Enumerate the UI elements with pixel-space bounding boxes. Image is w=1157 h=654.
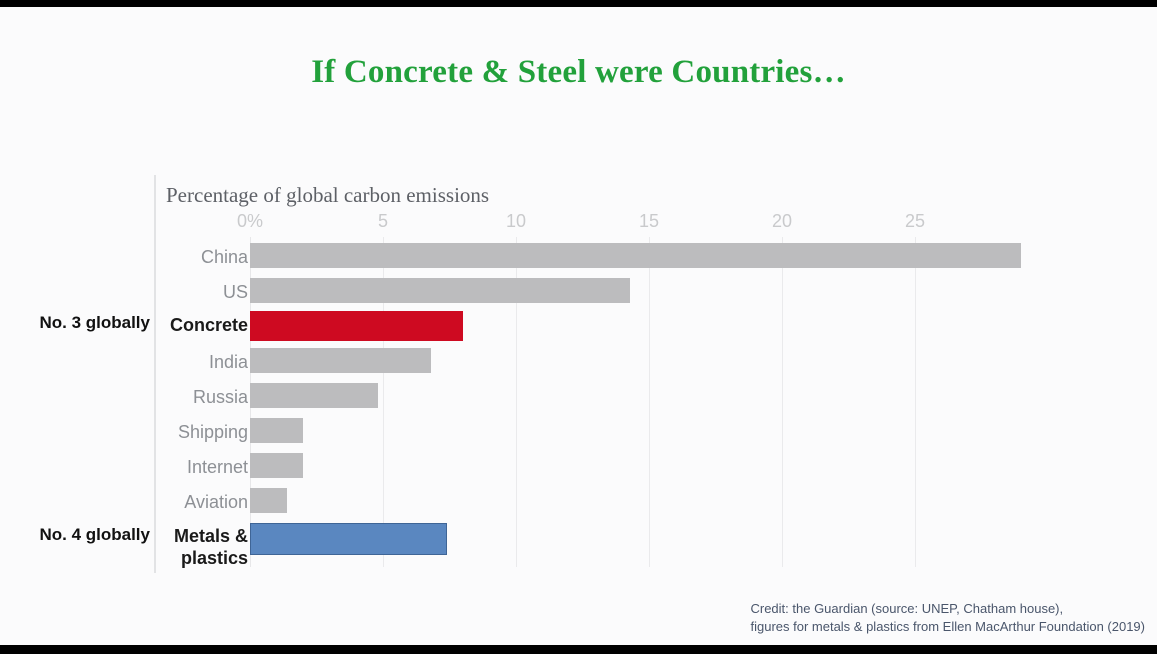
letterbox-bottom: [0, 645, 1157, 654]
gridline-5: [383, 237, 384, 567]
gridline-10: [516, 237, 517, 567]
bar: [250, 418, 304, 443]
gridline-20: [782, 237, 783, 567]
bar: [250, 488, 288, 513]
credit-note: Credit: the Guardian (source: UNEP, Chat…: [750, 600, 1145, 636]
page-title: If Concrete & Steel were Countries…: [311, 54, 846, 90]
bar-category-label: US: [222, 282, 248, 302]
bar-category-label: Russia: [192, 387, 248, 407]
bar-category-label: Metals & plastics: [173, 526, 248, 568]
bar: [250, 348, 431, 373]
bar: [250, 523, 447, 555]
bar: [250, 243, 1022, 268]
annotation-no-4-globally: No. 4 globally: [39, 525, 150, 544]
bar: [250, 278, 631, 303]
letterbox-top: [0, 0, 1157, 7]
chart-title: Percentage of global carbon emissions: [166, 183, 490, 207]
bar: [250, 311, 463, 341]
annotation-no-3-globally: No. 3 globally: [39, 313, 150, 332]
x-axis-tick-label: 0%: [236, 211, 264, 231]
gridline-15: [649, 237, 650, 567]
x-axis-tick-label: 5: [377, 211, 389, 231]
bar-category-label: Concrete: [169, 315, 248, 335]
gridline-25: [915, 237, 916, 567]
bar-category-label: China: [200, 247, 248, 267]
bar-category-label: India: [208, 352, 248, 372]
x-axis-tick-label: 25: [904, 211, 926, 231]
bar-chart: Percentage of global carbon emissions 0%…: [154, 175, 1054, 575]
bar-category-label: Internet: [186, 457, 248, 477]
credit-line-1: Credit: the Guardian (source: UNEP, Chat…: [750, 601, 1064, 616]
x-axis-tick-label: 20: [771, 211, 793, 231]
bar-category-label: Aviation: [184, 492, 248, 512]
bar: [250, 383, 378, 408]
bar-category-label: Shipping: [177, 422, 248, 442]
chart-left-rule: [154, 175, 156, 573]
x-axis-tick-label: 15: [638, 211, 660, 231]
x-axis-tick-label: 10: [505, 211, 527, 231]
bar: [250, 453, 304, 478]
credit-line-2: figures for metals & plastics from Ellen…: [750, 619, 1145, 634]
